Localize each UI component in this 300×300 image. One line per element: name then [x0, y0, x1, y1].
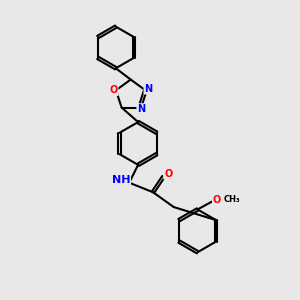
Text: CH₃: CH₃ — [224, 195, 241, 204]
Text: NH: NH — [112, 175, 130, 185]
Text: O: O — [164, 169, 172, 179]
Text: N: N — [137, 104, 145, 114]
Text: O: O — [213, 195, 221, 205]
Text: O: O — [110, 85, 118, 95]
Text: N: N — [144, 84, 152, 94]
